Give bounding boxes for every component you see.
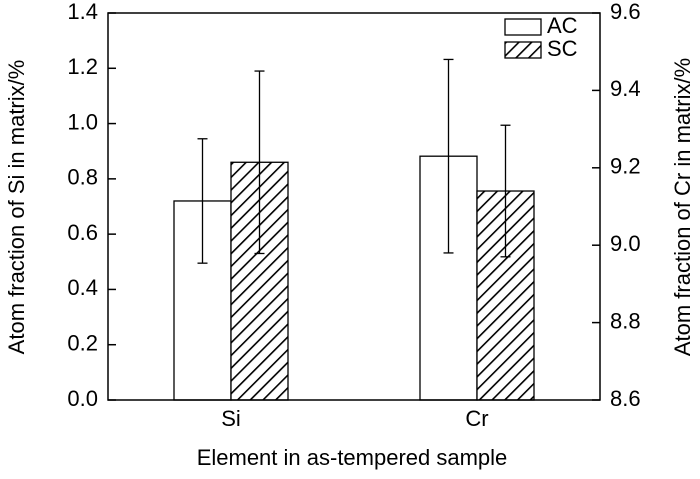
y-tick-label: 1.2 [67, 54, 98, 79]
y-tick-label: 0.2 [67, 331, 98, 356]
y-tick-label: 0.0 [67, 386, 98, 411]
y2-tick-label: 9.4 [610, 76, 641, 101]
x-axis-label: Element in as-tempered sample [197, 445, 508, 470]
y2-tick-label: 9.2 [610, 154, 641, 179]
legend-label: AC [547, 13, 578, 38]
plot-frame [107, 12, 601, 401]
legend-swatch [504, 41, 542, 59]
y2-tick-label: 8.8 [610, 308, 641, 333]
y-tick-label: 1.0 [67, 109, 98, 134]
y-axis-label: Atom fraction of Si in matrix/% [4, 60, 29, 355]
y-tick-label: 1.4 [67, 0, 98, 24]
x-tick-label: Cr [465, 406, 488, 431]
y2-tick-label: 9.6 [610, 0, 641, 24]
y-tick-label: 0.4 [67, 275, 98, 300]
y2-tick-label: 8.6 [610, 386, 641, 411]
legend-swatch [504, 18, 542, 36]
y-tick-label: 0.8 [67, 165, 98, 190]
x-tick-label: Si [221, 406, 241, 431]
y-tick-label: 0.6 [67, 220, 98, 245]
y2-axis-label: Atom fraction of Cr in matrix/% [670, 58, 695, 356]
legend-label: SC [547, 36, 578, 61]
y2-tick-label: 9.0 [610, 231, 641, 256]
